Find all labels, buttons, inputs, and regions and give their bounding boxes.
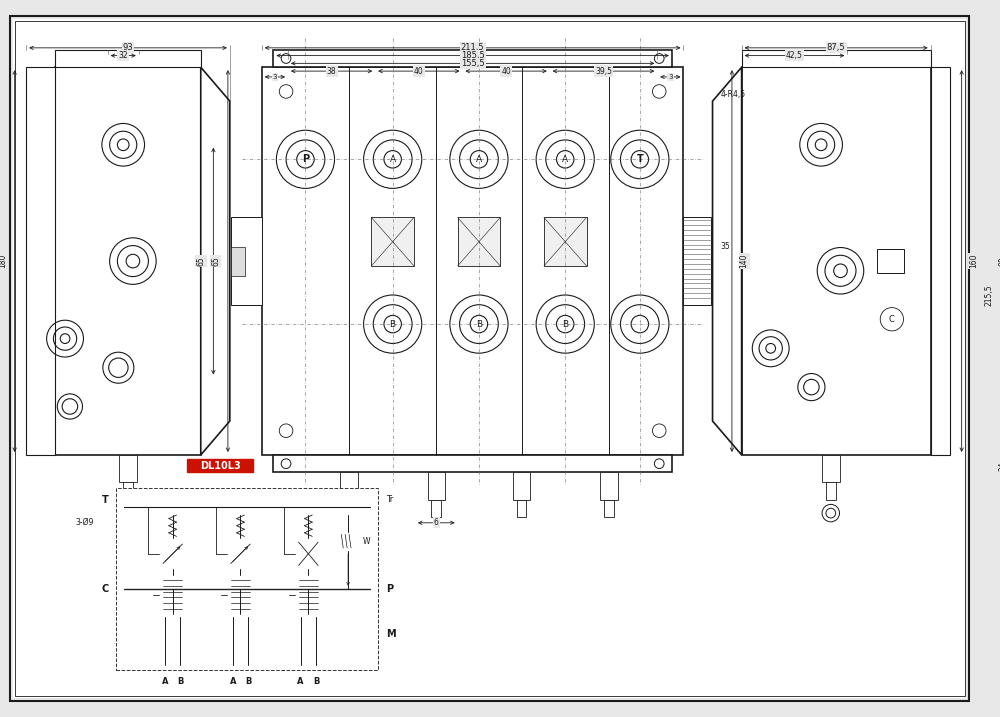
Bar <box>273 49 672 67</box>
Text: P: P <box>386 584 393 594</box>
Bar <box>119 455 137 482</box>
Text: A: A <box>562 155 568 163</box>
Bar <box>227 575 254 614</box>
Text: Tr: Tr <box>386 495 393 504</box>
Text: 180: 180 <box>0 254 7 268</box>
Bar <box>116 488 378 670</box>
Bar <box>340 473 358 500</box>
Bar <box>742 49 931 67</box>
Bar <box>227 538 254 569</box>
Bar <box>458 217 500 266</box>
Bar <box>231 217 262 305</box>
Text: A: A <box>390 155 396 163</box>
Text: 65: 65 <box>211 256 220 266</box>
Bar <box>428 473 445 500</box>
Bar <box>600 473 618 500</box>
Bar <box>344 500 354 517</box>
Text: 3: 3 <box>273 74 277 80</box>
Text: DL10L3: DL10L3 <box>200 460 241 470</box>
Text: C: C <box>889 315 895 324</box>
Text: 155,5: 155,5 <box>461 59 484 68</box>
Text: P: P <box>302 154 309 164</box>
Bar <box>55 49 201 67</box>
Text: 4-R4,5: 4-R4,5 <box>720 90 745 99</box>
Text: T: T <box>636 154 643 164</box>
Text: 90: 90 <box>999 256 1000 266</box>
Text: A: A <box>229 678 236 686</box>
Polygon shape <box>713 67 742 455</box>
Text: 215,5: 215,5 <box>985 284 994 306</box>
Text: A: A <box>162 678 168 686</box>
Bar <box>371 217 414 266</box>
Text: 40: 40 <box>501 67 511 75</box>
Bar <box>159 538 186 569</box>
Text: W: W <box>363 537 370 546</box>
Bar <box>544 217 587 266</box>
Bar <box>26 67 55 455</box>
Bar <box>295 538 322 569</box>
Text: 38: 38 <box>327 67 336 75</box>
Text: 87,5: 87,5 <box>827 43 845 52</box>
Text: 185,5: 185,5 <box>461 51 485 60</box>
Text: 160: 160 <box>969 254 978 268</box>
Bar <box>187 459 253 473</box>
Text: B: B <box>313 678 319 686</box>
Text: M: M <box>386 630 396 640</box>
Text: 39,5: 39,5 <box>595 67 612 75</box>
Text: 3: 3 <box>668 74 673 80</box>
Text: C: C <box>101 584 109 594</box>
Text: B: B <box>245 678 251 686</box>
Text: 35: 35 <box>720 242 730 251</box>
Text: 6: 6 <box>434 518 439 527</box>
Text: 3-Ø9: 3-Ø9 <box>75 518 94 527</box>
Bar <box>877 250 904 272</box>
Text: B: B <box>390 320 396 328</box>
Text: A: A <box>476 155 482 163</box>
Text: 42,5: 42,5 <box>786 51 803 60</box>
Text: 211,5: 211,5 <box>461 43 484 52</box>
Text: B: B <box>476 320 482 328</box>
Text: 65: 65 <box>197 256 206 266</box>
Bar <box>513 473 530 500</box>
Bar <box>231 247 245 275</box>
Bar <box>337 531 359 551</box>
Bar <box>262 67 683 455</box>
Polygon shape <box>201 67 230 455</box>
Text: B: B <box>562 320 568 328</box>
Bar <box>123 482 133 500</box>
Bar <box>742 67 931 455</box>
Bar <box>683 217 711 305</box>
Bar <box>295 575 322 614</box>
Bar <box>826 482 836 500</box>
Text: T: T <box>102 495 109 505</box>
Bar <box>124 495 370 663</box>
Text: A: A <box>297 678 304 686</box>
Bar <box>159 575 186 614</box>
Bar <box>273 455 672 473</box>
Bar <box>517 500 526 517</box>
Text: B: B <box>177 678 184 686</box>
Bar <box>431 500 441 517</box>
Bar <box>822 455 840 482</box>
Text: 93: 93 <box>123 43 133 52</box>
Text: 140: 140 <box>740 254 749 268</box>
Bar <box>604 500 614 517</box>
Bar <box>55 67 201 455</box>
Text: 24: 24 <box>998 462 1000 471</box>
Text: 32: 32 <box>118 51 128 60</box>
Text: 40: 40 <box>414 67 424 75</box>
Bar <box>931 67 950 455</box>
